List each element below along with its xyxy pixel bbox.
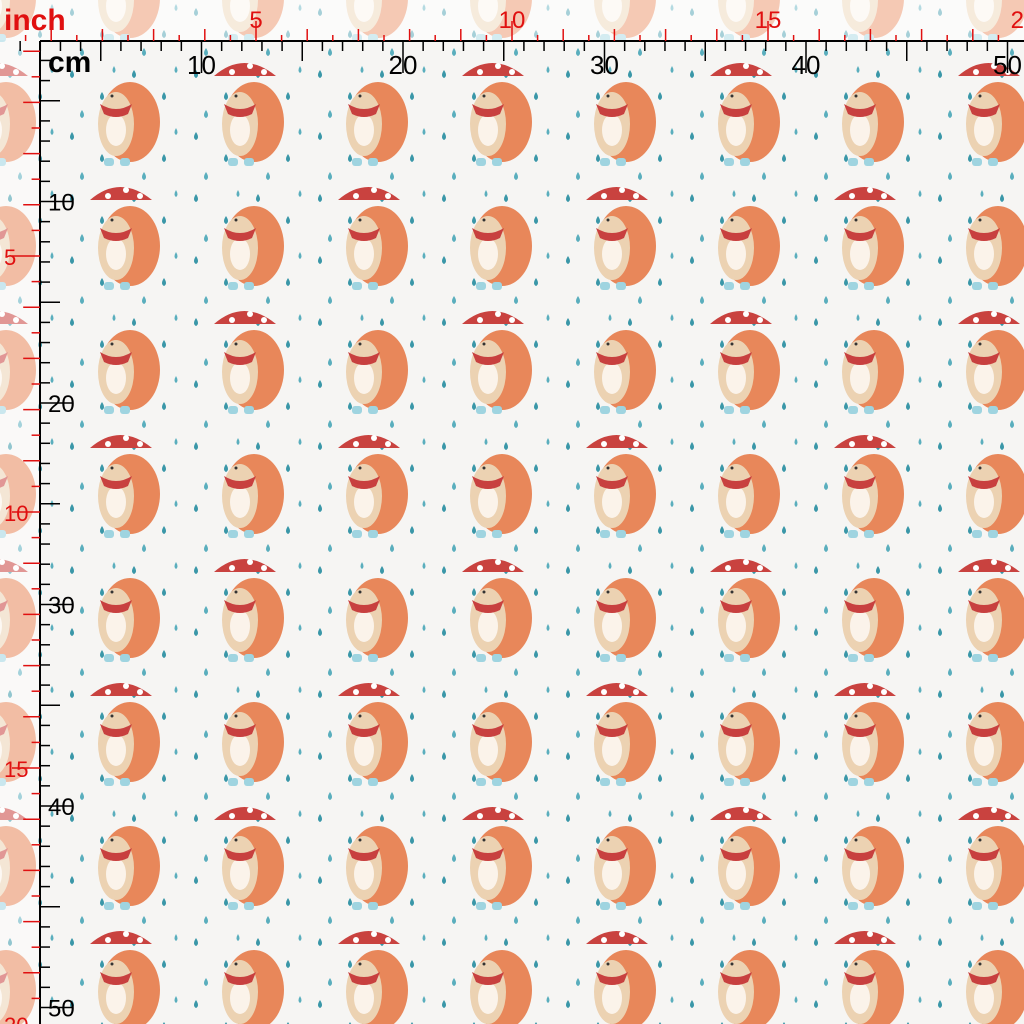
cm-label: cm xyxy=(48,46,91,79)
inch-mark: 10 xyxy=(4,501,28,526)
inch-mark: 20 xyxy=(1011,7,1024,34)
cm-mark: 30 xyxy=(48,593,75,620)
cm-mark: 20 xyxy=(48,391,75,418)
inch-mark: 20 xyxy=(4,1013,28,1024)
inch-mark: 10 xyxy=(499,7,526,34)
inch-mark: 15 xyxy=(755,7,782,34)
cm-mark: 50 xyxy=(48,996,75,1023)
left-ruler-band xyxy=(0,40,40,1024)
cm-mark: 30 xyxy=(590,50,619,80)
inch-label: inch xyxy=(4,4,66,37)
cm-mark: 10 xyxy=(187,50,216,80)
cm-mark: 40 xyxy=(792,50,821,80)
inch-mark: 15 xyxy=(4,757,28,782)
cm-mark: 40 xyxy=(48,794,75,821)
cm-mark: 20 xyxy=(389,50,418,80)
inch-mark: 5 xyxy=(4,245,16,270)
cm-mark: 10 xyxy=(48,190,75,217)
inch-mark: 5 xyxy=(249,7,262,34)
cm-mark: 50 xyxy=(993,50,1022,80)
